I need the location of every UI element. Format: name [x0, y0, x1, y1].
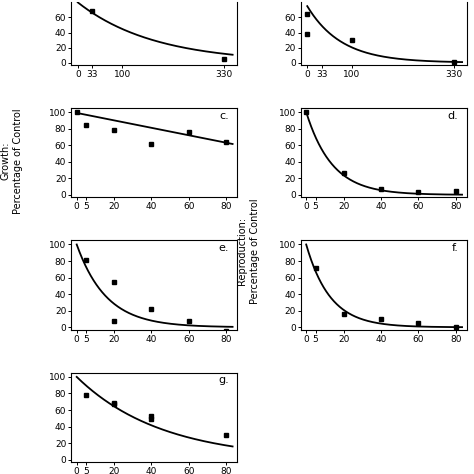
Text: d.: d. — [448, 110, 458, 120]
Text: g.: g. — [219, 375, 229, 385]
Text: c.: c. — [219, 110, 229, 120]
Text: Reproduction:
Percentage of Control: Reproduction: Percentage of Control — [237, 199, 260, 304]
Text: e.: e. — [219, 243, 229, 253]
Text: f.: f. — [452, 243, 458, 253]
Text: Growth:
Percentage of Control: Growth: Percentage of Control — [0, 109, 23, 214]
